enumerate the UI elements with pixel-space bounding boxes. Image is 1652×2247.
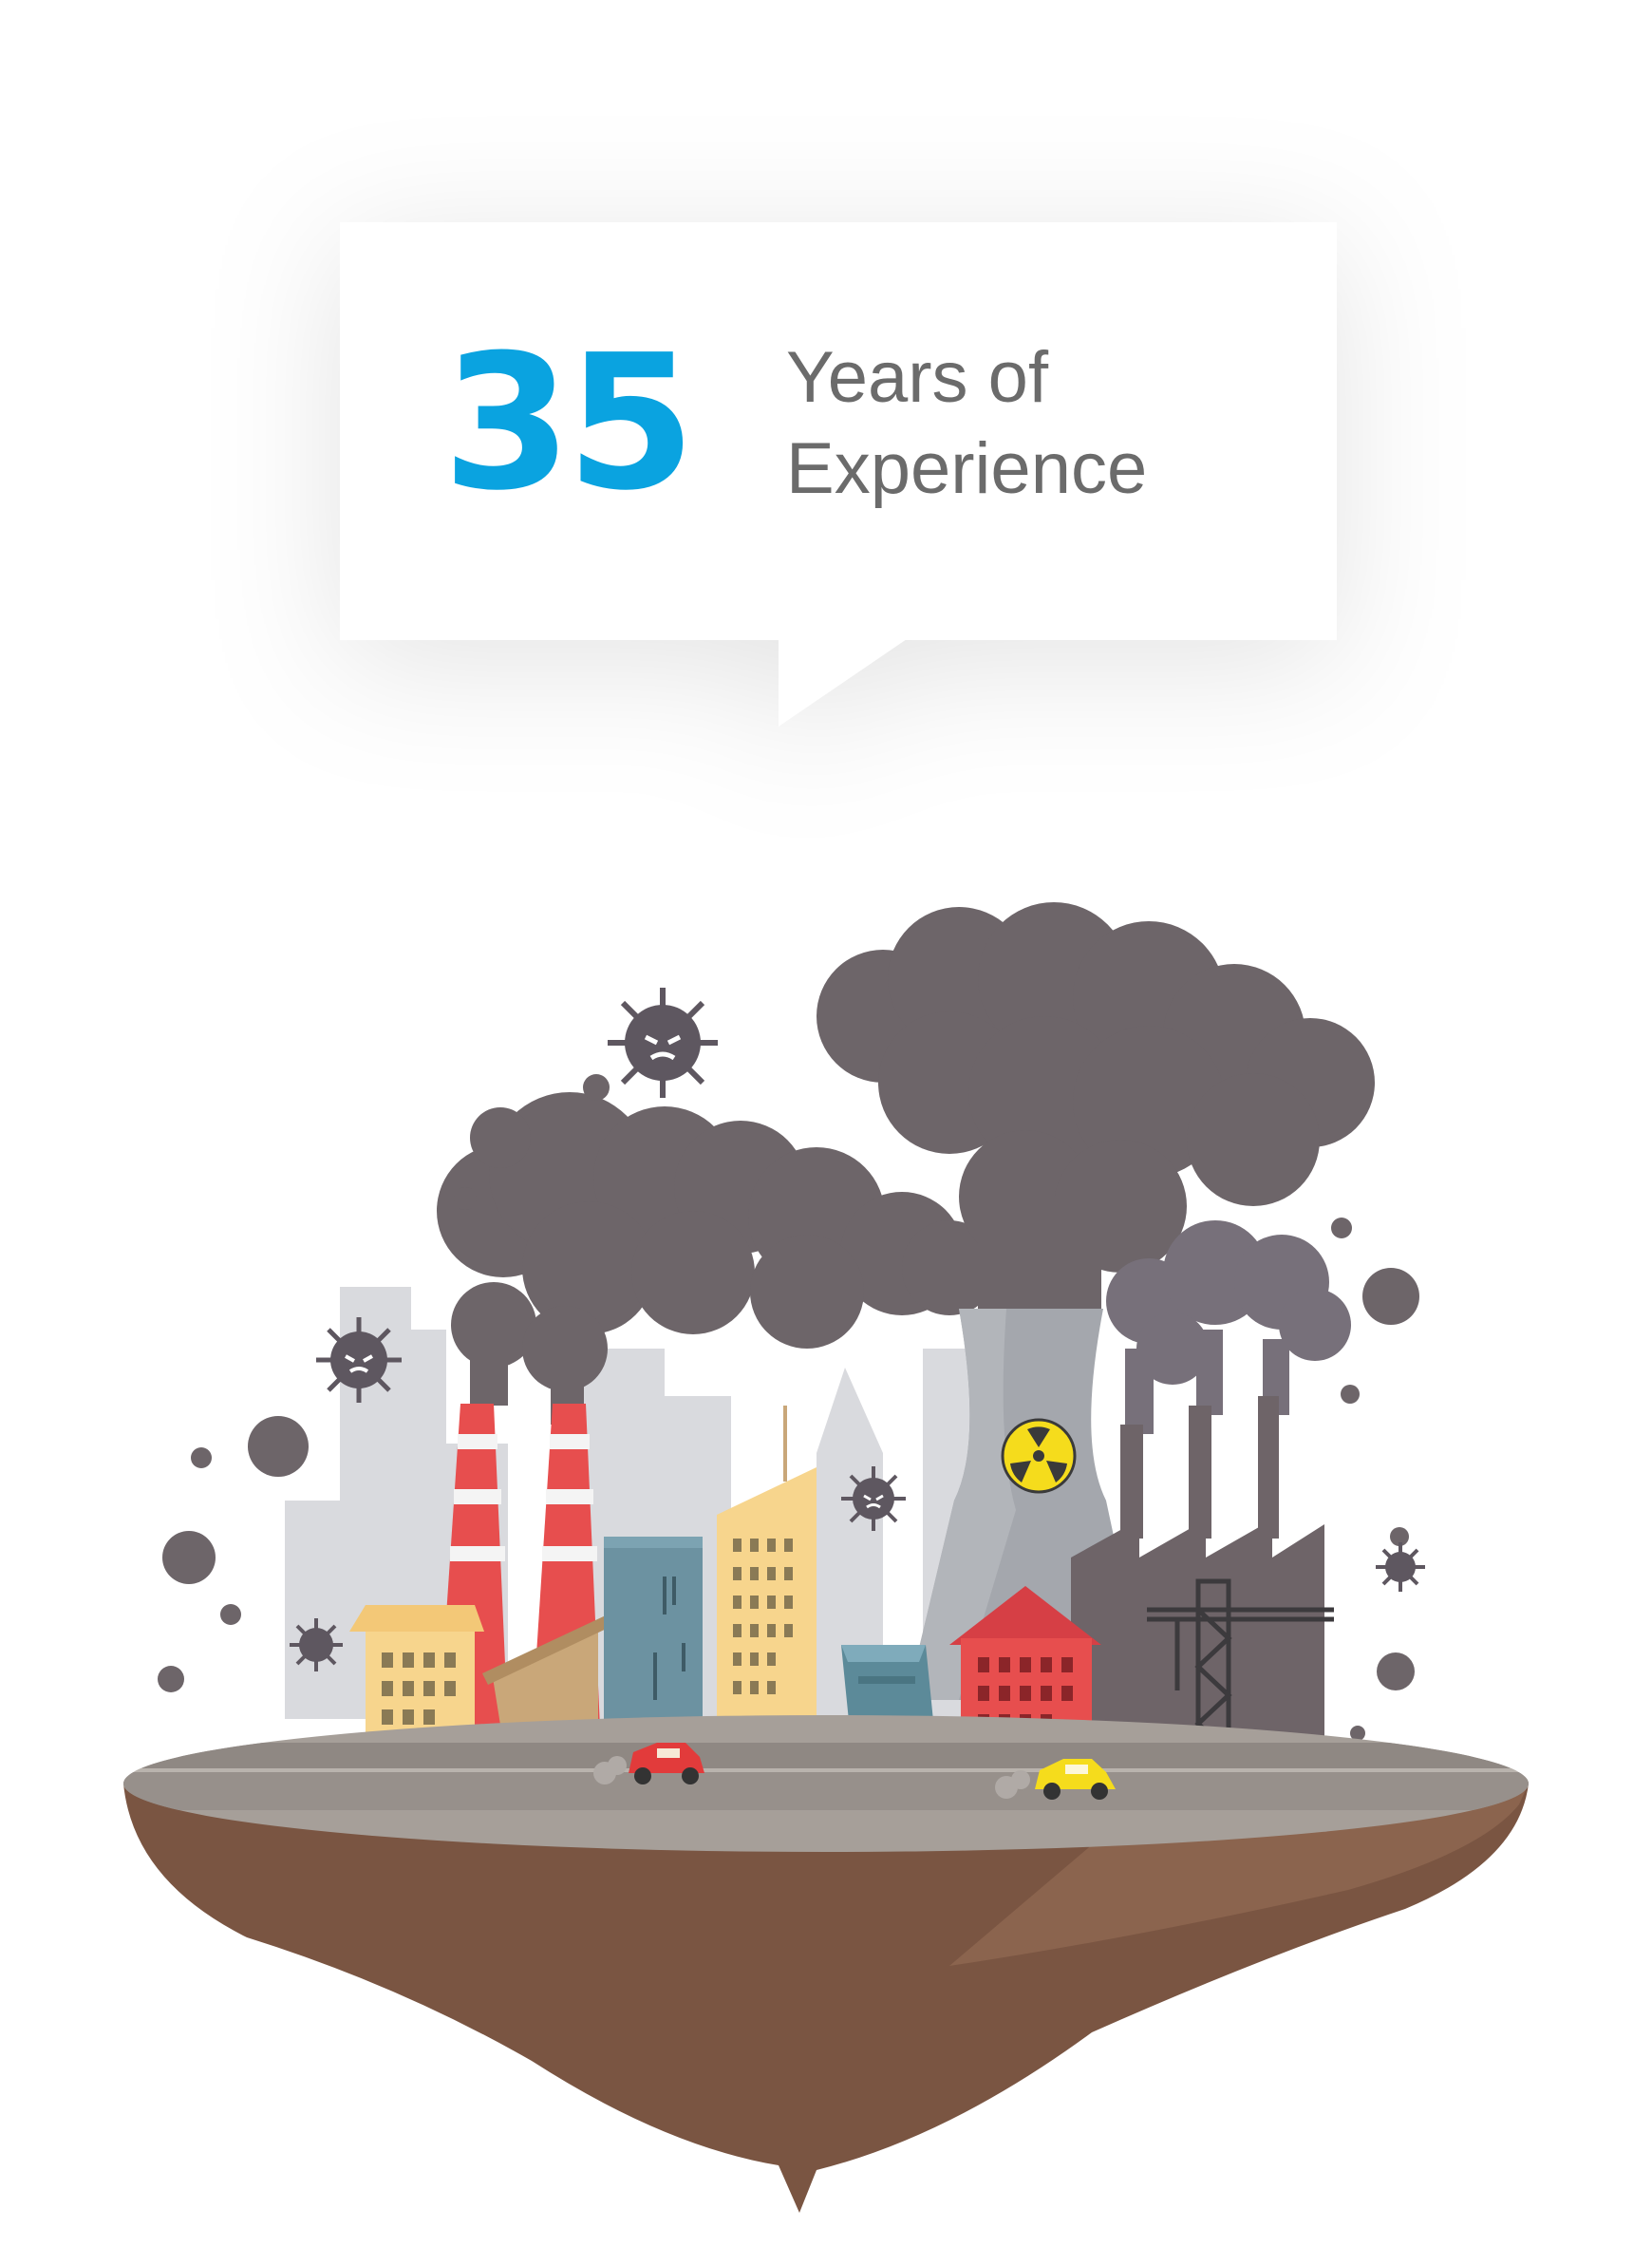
- virus-icon: [841, 1466, 906, 1531]
- smoke-cloud-icon: [1106, 1220, 1351, 1434]
- virus-icon: [316, 1317, 402, 1403]
- floating-island: [123, 1715, 1529, 2213]
- building-yellow-left: [349, 1605, 484, 1744]
- years-label: Years of Experience: [786, 332, 1147, 515]
- experience-callout: 35 Years of Experience: [340, 222, 1337, 727]
- virus-icon: [1376, 1542, 1425, 1592]
- smoke-cloud-icon: [437, 1092, 997, 1425]
- building-yellow-tall: [717, 1406, 817, 1743]
- years-label-line1: Years of: [786, 337, 1049, 418]
- smoke-cloud-icon: [817, 902, 1375, 1311]
- radiation-icon: [1001, 1418, 1077, 1494]
- callout-pointer: [779, 639, 907, 727]
- years-label-line2: Experience: [786, 428, 1148, 509]
- building-blue: [604, 1537, 703, 1743]
- car-icon: [995, 1759, 1116, 1800]
- pollution-particles: [158, 1074, 1419, 1741]
- virus-icon: [608, 988, 718, 1098]
- virus-icon: [290, 1618, 343, 1671]
- car-icon: [593, 1743, 704, 1784]
- building-tan: [482, 1614, 612, 1743]
- years-count: 35: [442, 315, 696, 532]
- experience-card: 35 Years of Experience: [340, 222, 1337, 640]
